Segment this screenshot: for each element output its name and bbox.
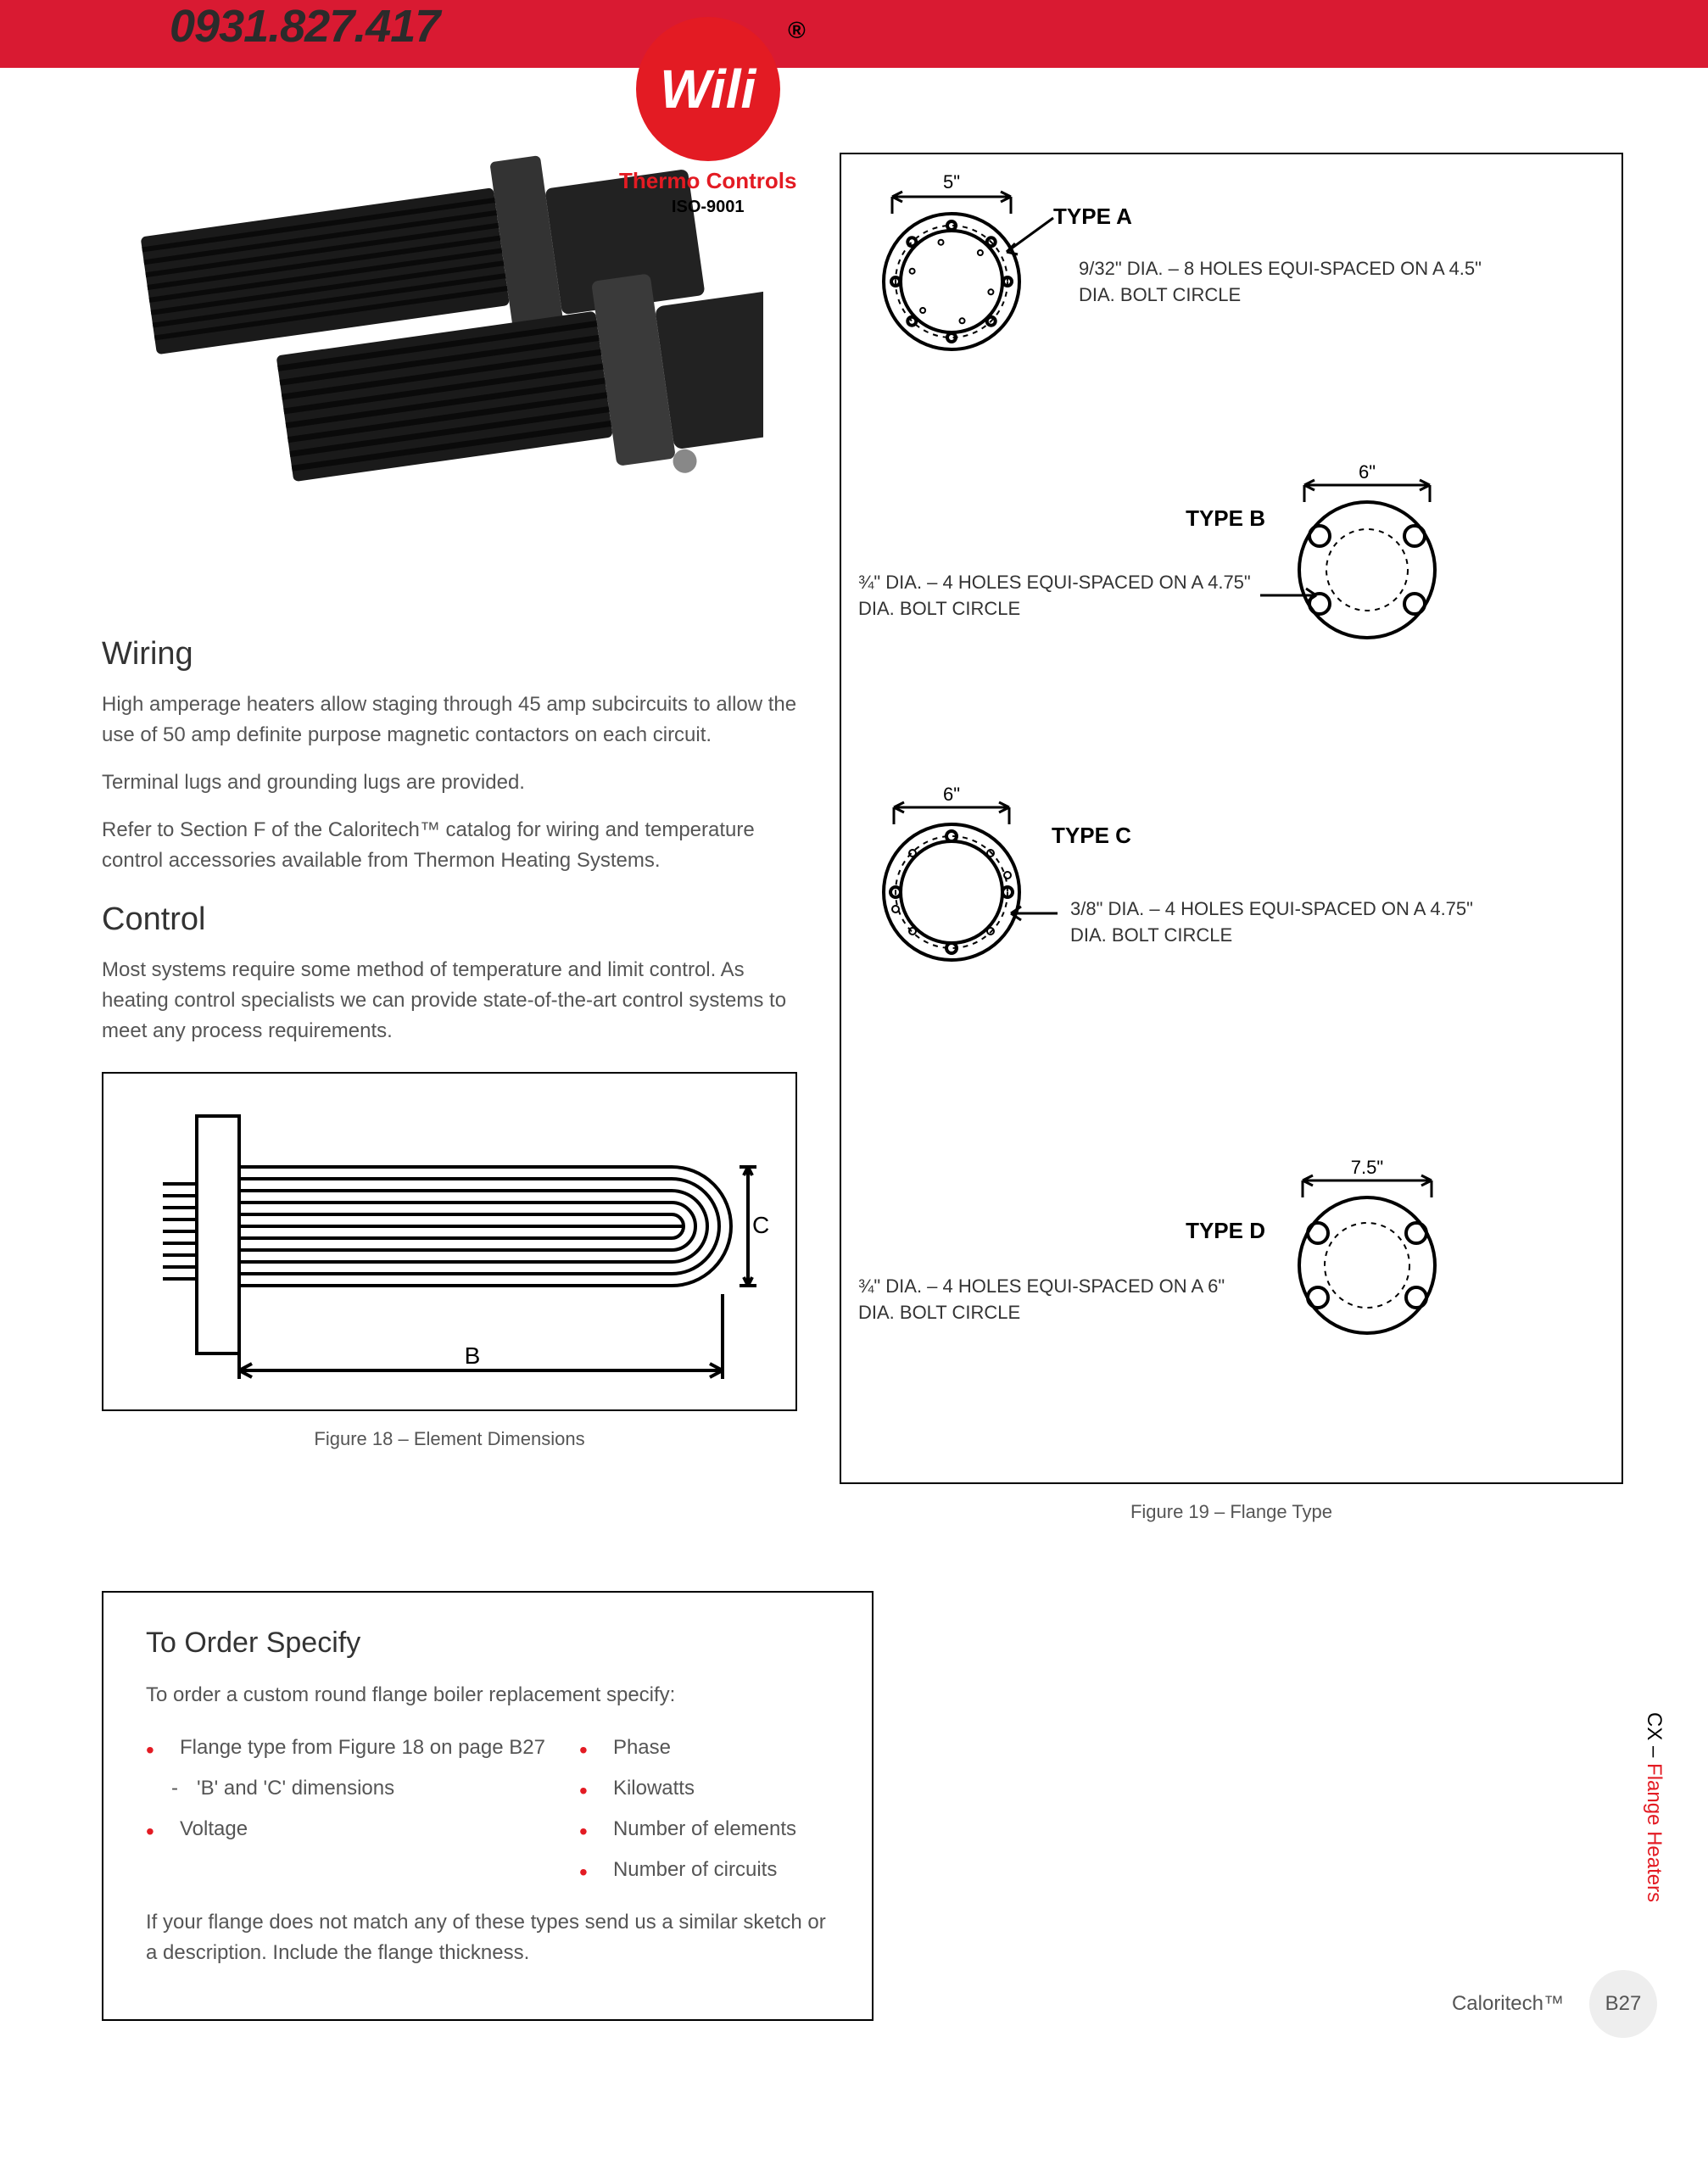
order-item-bc: 'B' and 'C' dimensions: [146, 1768, 545, 1809]
footer-brand: Caloritech™: [1452, 1992, 1564, 2016]
page-number: B27: [1589, 1970, 1657, 2038]
footer: Caloritech™ B27: [1452, 1970, 1657, 2038]
order-item-phase: Phase: [579, 1727, 796, 1768]
wiring-p1: High amperage heaters allow staging thro…: [102, 689, 797, 751]
dim-b-label: B: [465, 1342, 481, 1369]
figure-19-box: 5" TYPE A 9/32" DIA. – 8 HOLES EQUI-SPAC…: [840, 153, 1623, 1484]
type-d-note: ¾" DIA. – 4 HOLES EQUI-SPACED ON A 6" DI…: [858, 1274, 1257, 1326]
order-item-kw: Kilowatts: [579, 1768, 796, 1809]
logo-subtitle-1: Thermo Controls: [619, 168, 796, 194]
page-content: Wiring High amperage heaters allow stagi…: [0, 68, 1708, 2072]
product-photo: [102, 153, 763, 594]
logo-circle: Wili ®: [636, 17, 780, 161]
type-b-label: TYPE B: [1186, 505, 1265, 531]
order-item-elements: Number of elements: [579, 1809, 796, 1850]
control-heading: Control: [102, 901, 797, 938]
registered-mark: ®: [788, 17, 806, 44]
type-a-note: 9/32" DIA. – 8 HOLES EQUI-SPACED ON A 4.…: [1079, 256, 1520, 309]
type-c-dim: 6": [943, 784, 960, 805]
side-flange-heaters: Flange Heaters: [1643, 1763, 1666, 1902]
order-title: To Order Specify: [146, 1627, 829, 1660]
order-item-circuits: Number of circuits: [579, 1850, 796, 1890]
side-dash: –: [1643, 1740, 1666, 1763]
type-d-dim: 7.5": [1351, 1157, 1383, 1178]
logo-text: Wili: [660, 58, 756, 120]
left-column: Wiring High amperage heaters allow stagi…: [102, 153, 797, 1523]
order-outro: If your flange does not match any of the…: [146, 1907, 829, 1968]
logo-subtitle-2: ISO-9001: [619, 198, 796, 217]
control-p1: Most systems require some method of temp…: [102, 955, 797, 1046]
type-b-note: ¾" DIA. – 4 HOLES EQUI-SPACED ON A 4.75"…: [858, 570, 1257, 622]
wiring-p2: Terminal lugs and grounding lugs are pro…: [102, 767, 797, 798]
header-bar: 0931.827.417: [0, 0, 1708, 68]
figure-18-box: C B: [102, 1072, 797, 1411]
order-list-1: Flange type from Figure 18 on page B27 '…: [146, 1727, 545, 1890]
type-a-label: TYPE A: [1053, 204, 1132, 229]
order-list-2: Phase Kilowatts Number of elements Numbe…: [579, 1727, 796, 1890]
order-item-flange: Flange type from Figure 18 on page B27: [146, 1727, 545, 1768]
type-c-label: TYPE C: [1052, 823, 1131, 848]
figure-18-caption: Figure 18 – Element Dimensions: [102, 1428, 797, 1450]
wiring-heading: Wiring: [102, 636, 797, 673]
side-cx: CX: [1643, 1712, 1666, 1740]
order-item-voltage: Voltage: [146, 1809, 545, 1850]
type-c-note: 3/8" DIA. – 4 HOLES EQUI-SPACED ON A 4.7…: [1070, 896, 1511, 949]
phone-number: 0931.827.417: [170, 0, 439, 53]
figure-19-caption: Figure 19 – Flange Type: [840, 1501, 1623, 1523]
type-b-dim: 6": [1359, 461, 1376, 483]
order-box: To Order Specify To order a custom round…: [102, 1591, 874, 2021]
side-tab: CX – Flange Heaters: [1642, 1712, 1666, 1902]
type-a-dim: 5": [943, 171, 960, 193]
right-column: 5" TYPE A 9/32" DIA. – 8 HOLES EQUI-SPAC…: [840, 153, 1623, 1523]
dim-c-label: C: [752, 1212, 769, 1238]
order-intro: To order a custom round flange boiler re…: [146, 1680, 829, 1711]
wiring-p3: Refer to Section F of the Caloritech™ ca…: [102, 815, 797, 876]
logo-area: Wili ® Thermo Controls ISO-9001: [619, 17, 796, 217]
type-d-label: TYPE D: [1186, 1218, 1265, 1243]
